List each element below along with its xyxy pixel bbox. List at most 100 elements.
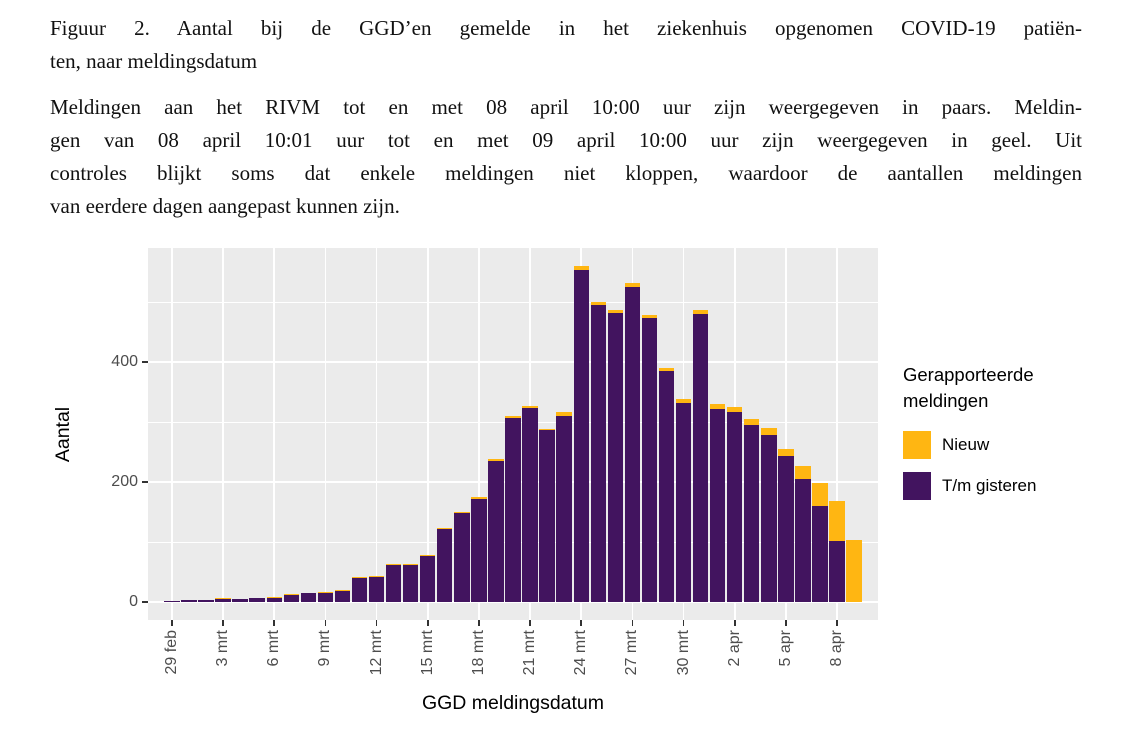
figure-description-line: gen van 08 april 10:01 uur tot en met 09… xyxy=(50,128,1082,152)
gridline-vertical xyxy=(478,248,480,620)
gridline-vertical xyxy=(324,248,327,620)
bar-segment-nieuw xyxy=(266,597,282,598)
x-tick-label: 27 mrt xyxy=(623,630,641,676)
bar-segment-nieuw xyxy=(556,411,572,416)
x-tick-label: 9 mrt xyxy=(316,630,334,667)
y-tick-mark xyxy=(142,601,148,603)
bar-segment-tm-gisteren xyxy=(402,564,419,602)
legend-item-tm-gisteren: T/m gisteren xyxy=(903,472,1093,500)
x-tick-label: 3 mrt xyxy=(214,630,232,667)
bar-segment-tm-gisteren xyxy=(454,513,470,602)
bar-segment-nieuw xyxy=(795,465,811,479)
legend-item-nieuw: Nieuw xyxy=(903,431,1093,459)
bar-segment-tm-gisteren xyxy=(300,593,316,602)
gridline-vertical xyxy=(375,248,378,620)
bar-segment-nieuw xyxy=(624,282,641,287)
bar-segment-tm-gisteren xyxy=(488,461,504,602)
bar-segment-tm-gisteren xyxy=(590,305,606,602)
gridline-minor xyxy=(148,301,878,303)
x-tick-label: 5 apr xyxy=(776,630,794,667)
x-tick-label: 6 mrt xyxy=(265,630,283,667)
bar-segment-nieuw xyxy=(283,593,299,595)
bar-segment-nieuw xyxy=(505,416,521,418)
bar-segment-nieuw xyxy=(215,597,231,599)
y-tick-mark xyxy=(142,361,148,363)
bar-segment-tm-gisteren xyxy=(505,417,521,602)
bar-segment-nieuw xyxy=(675,399,692,403)
legend-swatch-tm-gisteren xyxy=(903,472,931,500)
bar-segment-tm-gisteren xyxy=(812,506,828,602)
bar-segment-tm-gisteren xyxy=(795,479,811,602)
figure-description-line: controles blijkt soms dat enkele melding… xyxy=(50,161,1082,185)
figure-title: Figuur 2. Aantal bij de GGD’en gemelde i… xyxy=(50,12,1082,78)
x-tick-label: 18 mrt xyxy=(469,630,487,676)
bar-segment-tm-gisteren xyxy=(420,556,436,602)
x-tick-mark xyxy=(375,620,378,626)
bar-segment-tm-gisteren xyxy=(761,435,777,602)
bar-segment-nieuw xyxy=(761,428,777,436)
bar-segment-nieuw xyxy=(744,419,760,425)
y-tick-mark xyxy=(142,481,148,483)
y-tick-label: 400 xyxy=(111,353,138,370)
bar-segment-nieuw xyxy=(522,405,538,409)
bar-segment-nieuw xyxy=(471,497,487,499)
legend-title: Gerapporteerde meldingen xyxy=(903,364,1034,411)
bar-segment-nieuw xyxy=(454,512,470,514)
bar-segment-tm-gisteren xyxy=(215,598,231,602)
figure-description: Meldingen aan het RIVM tot en met 08 apr… xyxy=(50,91,1082,223)
bar-segment-tm-gisteren xyxy=(249,598,265,602)
gridline-vertical xyxy=(273,248,275,620)
x-tick-mark xyxy=(426,620,429,626)
bar-segment-tm-gisteren xyxy=(709,408,726,602)
bar-segment-tm-gisteren xyxy=(744,425,760,602)
bar-segment-tm-gisteren xyxy=(778,456,794,602)
x-tick-mark xyxy=(324,620,327,626)
x-tick-mark xyxy=(631,620,634,626)
x-tick-mark xyxy=(171,620,173,626)
bar-segment-nieuw xyxy=(402,563,419,565)
x-tick-label: 21 mrt xyxy=(521,630,539,676)
gridline-vertical xyxy=(222,248,224,620)
x-tick-mark xyxy=(273,620,275,626)
bar-segment-nieuw xyxy=(317,591,334,593)
bar-segment-nieuw xyxy=(385,564,402,566)
bar-segment-nieuw xyxy=(334,590,351,591)
x-tick-label: 2 apr xyxy=(725,630,743,667)
bar-segment-tm-gisteren xyxy=(727,412,743,602)
x-axis-title: GGD meldingsdatum xyxy=(421,692,605,714)
x-tick-label: 15 mrt xyxy=(418,630,436,676)
bar-segment-tm-gisteren xyxy=(692,314,709,602)
bar-segment-nieuw xyxy=(437,528,453,530)
gridline-major xyxy=(148,601,878,603)
legend-label-nieuw: Nieuw xyxy=(942,435,990,454)
bar-segment-tm-gisteren xyxy=(624,287,641,602)
x-tick-label: 29 feb xyxy=(162,630,180,675)
legend: Gerapporteerde meldingen Nieuw T/m giste… xyxy=(903,362,1093,513)
x-tick-mark xyxy=(682,620,685,626)
bar-segment-tm-gisteren xyxy=(198,600,214,602)
bar-segment-nieuw xyxy=(420,555,436,557)
bar-segment-tm-gisteren xyxy=(437,529,453,602)
legend-swatch-nieuw xyxy=(903,431,931,459)
bar-segment-nieuw xyxy=(846,540,862,602)
bar-segment-nieuw xyxy=(590,302,606,305)
x-tick-label: 8 apr xyxy=(828,630,846,667)
bar-segment-tm-gisteren xyxy=(283,594,299,602)
gridline-vertical xyxy=(426,248,429,620)
x-tick-mark xyxy=(529,620,531,626)
gridline-vertical xyxy=(836,248,838,620)
bar-segment-tm-gisteren xyxy=(573,269,589,602)
bar-segment-nieuw xyxy=(573,266,589,270)
bar-segment-tm-gisteren xyxy=(539,430,555,602)
bar-segment-tm-gisteren xyxy=(641,317,658,602)
figure-title-line: ten, naar meldingsdatum xyxy=(50,49,258,73)
bar-segment-nieuw xyxy=(692,309,709,314)
x-tick-label: 12 mrt xyxy=(367,630,385,676)
figure-description-line: van eerdere dagen aangepast kunnen zijn. xyxy=(50,194,400,218)
x-tick-mark xyxy=(580,620,583,626)
bar-segment-nieuw xyxy=(658,368,675,371)
bar-segment-tm-gisteren xyxy=(556,416,572,602)
bar-segment-tm-gisteren xyxy=(658,371,675,602)
y-tick-label: 0 xyxy=(129,593,138,610)
